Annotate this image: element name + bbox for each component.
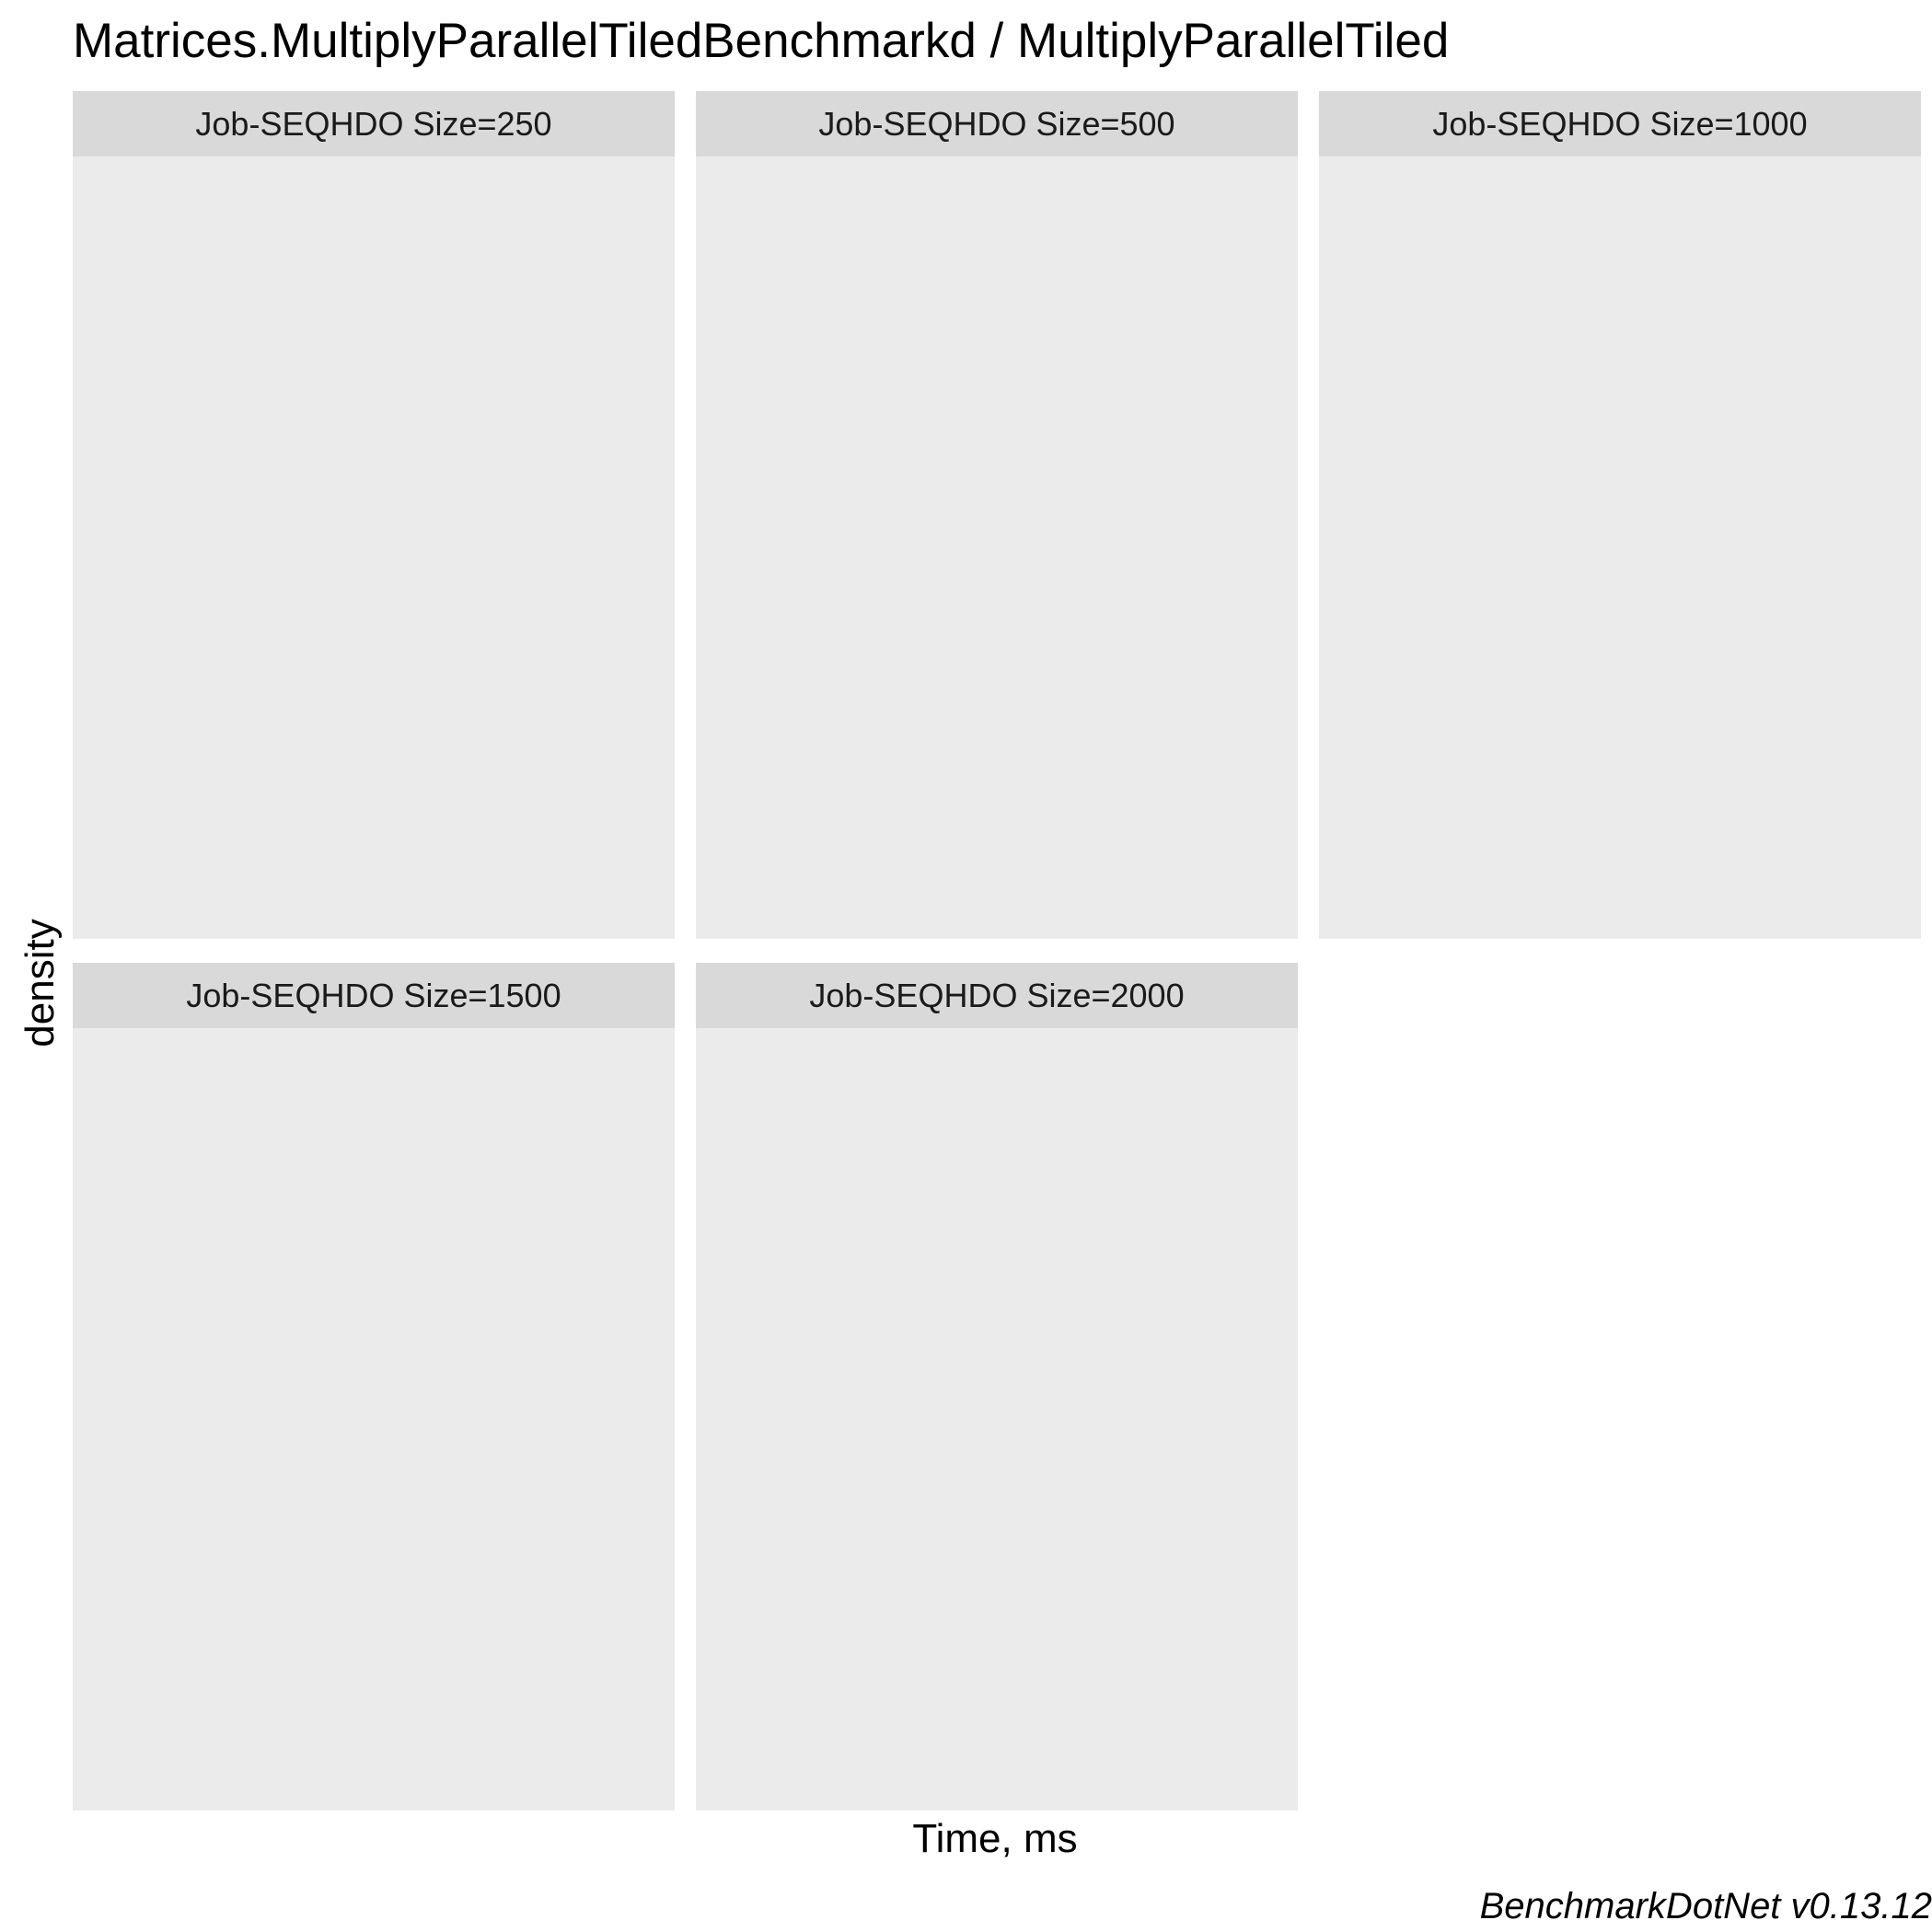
- y-axis-label: density: [17, 919, 63, 1047]
- facet-panel-size-500: Job-SEQHDO Size=500: [696, 91, 1298, 939]
- chart-title: Matrices.MultiplyParallelTiledBenchmarkd…: [73, 14, 1450, 68]
- facet-panel-size-2000: Job-SEQHDO Size=2000: [696, 963, 1298, 1811]
- facet-strip-label: Job-SEQHDO Size=1500: [73, 963, 675, 1028]
- facet-strip-label: Job-SEQHDO Size=2000: [696, 963, 1298, 1028]
- x-axis-label: Time, ms: [912, 1816, 1078, 1861]
- facet-strip-label: Job-SEQHDO Size=250: [73, 91, 675, 156]
- facet-panel-size-1500: Job-SEQHDO Size=1500: [73, 963, 675, 1811]
- facet-strip-label: Job-SEQHDO Size=1000: [1319, 91, 1921, 156]
- facet-panel-size-1000: Job-SEQHDO Size=1000: [1319, 91, 1921, 939]
- facet-strip-label: Job-SEQHDO Size=500: [696, 91, 1298, 156]
- facet-panel-size-250: Job-SEQHDO Size=250: [73, 91, 675, 939]
- chart-caption: BenchmarkDotNet v0.13.12: [1479, 1886, 1932, 1926]
